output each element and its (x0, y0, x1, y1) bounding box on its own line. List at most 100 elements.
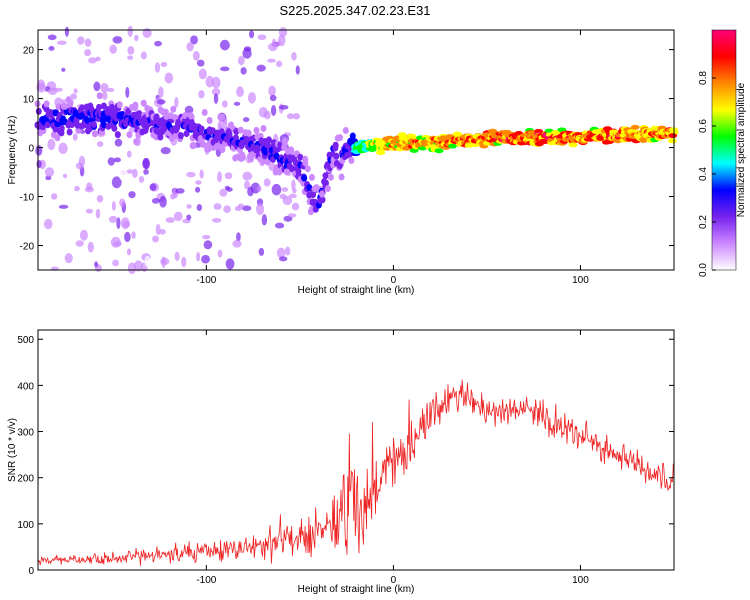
spectrogram-noise-blob (208, 38, 218, 45)
spectrogram-noise-blob (165, 217, 176, 223)
spectrogram-ridge-blob (488, 128, 498, 134)
y-tick-label: 400 (17, 381, 34, 392)
spectrogram-ridge-blob (265, 136, 272, 144)
spectrogram-noise-blob (78, 155, 86, 167)
spectrogram-ridge-blob (87, 102, 94, 110)
spectrogram-ridge-blob (568, 142, 578, 148)
spectrogram-noise-blob (199, 169, 204, 179)
spectrogram-ridge-blob (201, 108, 208, 116)
spectrogram-noise-blob (268, 85, 276, 97)
colorbar-ticks: 0.0 0.2 0.4 0.6 0.8 (698, 29, 737, 277)
spectrogram-noise-blob (155, 224, 161, 236)
spectrogram-noise-blob (181, 256, 187, 268)
spectrogram-noise-blob (108, 215, 118, 223)
spectrogram-frame (37, 29, 675, 271)
colorbar-tick-label: 0.2 (698, 215, 709, 229)
spectrogram-noise-blob (284, 246, 291, 256)
spectrogram-noise-blob (223, 205, 231, 213)
spectrogram-noise-blob (161, 256, 166, 269)
spectrogram-noise-blob (241, 205, 252, 212)
spectrogram-ridge-blob (448, 143, 458, 149)
spectrogram-noise-blob (64, 253, 73, 264)
x-tick-label: 100 (572, 575, 589, 586)
spectrogram-ridge-blob (301, 174, 308, 182)
spectrogram-ridge-blob (348, 156, 355, 164)
spectrogram-ridge-blob (349, 132, 356, 140)
spectrogram-noise-blob (288, 193, 297, 199)
spectrogram-noise-blob (281, 187, 289, 192)
spectrogram-noise-blob (156, 99, 166, 105)
spectrogram-noise-blob (62, 173, 68, 179)
spectrogram-x-axis-label: Height of straight line (km) (298, 285, 415, 296)
spectrogram-ridge-blob (336, 162, 343, 170)
spectrogram-noise-blob (88, 57, 97, 64)
spectrogram-ridge-blob (302, 159, 309, 167)
spectrogram-noise-blob (160, 147, 171, 155)
snr-series-line (38, 379, 674, 566)
spectrogram-noise-blob (205, 75, 214, 88)
spectrogram-noise-blob (217, 249, 223, 258)
spectrogram-noise-blob (126, 150, 132, 158)
spectrogram-noise-blob (158, 86, 164, 98)
spectrogram-noise-blob (151, 197, 160, 204)
spectrogram-noise-blob (107, 157, 115, 166)
spectrogram-ridge-blob (333, 152, 340, 160)
spectrogram-noise-blob (217, 119, 228, 130)
spectrogram-ridge-blob (434, 148, 444, 154)
spectrogram-noise-blob (124, 231, 131, 243)
spectrogram-noise-blob (56, 40, 67, 45)
spectrogram-ridge-blob (100, 102, 107, 110)
spectrogram-noise-blob (287, 213, 297, 218)
spectrogram-noise-blob (236, 232, 241, 242)
spectrogram-noise-blob (270, 104, 277, 117)
spectrogram-noise-blob (160, 61, 168, 68)
spectrogram-ridge-blob (43, 100, 50, 108)
spectrogram-noise-blob (61, 67, 66, 72)
spectrogram-ridge-blob (126, 131, 133, 139)
spectrogram-ridge-blob (310, 191, 317, 199)
spectrogram-noise-blob (164, 72, 174, 84)
spectrogram-noise-blob (211, 87, 221, 96)
spectrogram-noise-blob (140, 51, 147, 60)
spectrogram-noise-blob (36, 159, 42, 169)
spectrogram-noise-blob (220, 66, 230, 72)
spectrogram-ridge-blob (253, 126, 260, 134)
spectrogram-noise-blob (43, 218, 53, 230)
spectrogram-ridge-blob (281, 137, 288, 145)
spectrogram-noise-blob (232, 239, 242, 248)
spectrogram-noise-blob (134, 34, 139, 42)
spectrogram-noise-blob (269, 94, 277, 102)
y-tick-label: 300 (17, 428, 34, 439)
spectrogram-ridge-blob (376, 150, 386, 156)
colorbar-tick-label: 0.6 (698, 119, 709, 133)
spectrogram-noise-blob (111, 201, 116, 211)
spectrogram-noise-blob (276, 40, 281, 46)
spectrogram-ridge-blob (667, 138, 677, 144)
spectrogram-ridge-blob (62, 102, 69, 110)
spectrogram-ridge-blob (237, 126, 244, 134)
x-tick-label: -100 (196, 275, 216, 286)
spectrogram-ridge-blob (272, 145, 279, 153)
spectrogram-noise-blob (196, 204, 203, 211)
spectrogram-ridge-blob (327, 173, 334, 181)
spectrogram-noise-blob (101, 91, 108, 100)
spectrogram-noise-blob (261, 214, 268, 226)
spectrogram-noise-blob (242, 171, 253, 181)
spectrogram-noise-blob (278, 27, 288, 37)
spectrogram-ridge-blob (332, 144, 339, 152)
spectrogram-noise-blob (243, 117, 250, 123)
spectrogram-ridge-blob (288, 146, 295, 154)
spectrogram-noise-blob (212, 217, 222, 223)
spectrogram-ridge-blob (260, 124, 267, 132)
spectrogram-noise-blob (213, 93, 219, 104)
spectrogram-ridge-blob (172, 114, 179, 122)
spectrogram-ridge-blob (338, 173, 345, 181)
spectrogram-ridge-blob (283, 168, 290, 176)
spectrogram-noise-blob (225, 258, 235, 270)
spectrogram-noise-blob (198, 90, 205, 99)
spectrogram-ridge-blob (245, 129, 252, 137)
spectrogram-noise-blob (119, 198, 126, 207)
spectrogram-noise-blob (196, 59, 205, 67)
spectrogram-noise-blob (73, 88, 78, 94)
